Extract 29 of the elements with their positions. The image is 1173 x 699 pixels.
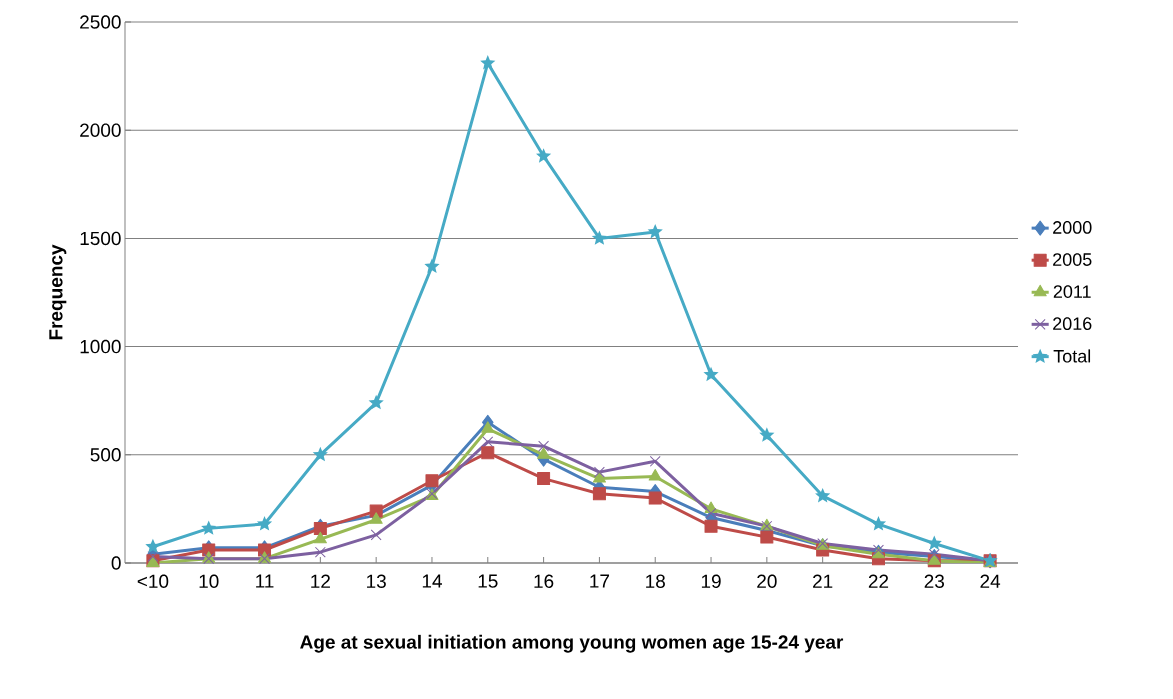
x-tick-label: 21	[813, 574, 833, 588]
x-tick-label: 22	[868, 574, 889, 588]
x-tick-label: 17	[590, 574, 610, 588]
x-tick-label: 11	[256, 574, 274, 588]
legend-label: 2005	[1053, 253, 1092, 266]
x-tick-label: 23	[924, 574, 945, 588]
y-tick-label: 2000	[80, 123, 121, 137]
x-tick-label: 16	[534, 574, 554, 588]
y-axis-title: Frequency	[49, 244, 67, 340]
y-tick-label: 2500	[80, 15, 121, 29]
legend-label: 2016	[1053, 317, 1092, 331]
y-tick-label: 500	[90, 448, 121, 462]
legend-label: 2011	[1053, 285, 1091, 298]
x-tick-label: 19	[701, 574, 721, 588]
x-tick-label: 14	[422, 574, 442, 588]
y-tick-label: 1000	[80, 339, 121, 354]
x-tick-label: 10	[199, 574, 219, 588]
x-tick-label: 24	[980, 574, 1001, 588]
legend-label: Total	[1053, 349, 1091, 363]
y-tick-label: 0	[111, 556, 121, 570]
x-tick-label: 18	[646, 574, 665, 588]
x-tick-label: 15	[478, 574, 498, 588]
y-tick-label: 1500	[80, 231, 121, 246]
x-axis-title: Age at sexual initiation among young women age 15-24 year	[300, 634, 844, 653]
x-tick-label: 20	[757, 574, 777, 588]
legend-label: 2000	[1053, 221, 1092, 234]
x-tick-label: <10	[137, 574, 169, 588]
x-tick-label: 13	[367, 574, 386, 588]
x-tick-label: 12	[311, 574, 330, 588]
